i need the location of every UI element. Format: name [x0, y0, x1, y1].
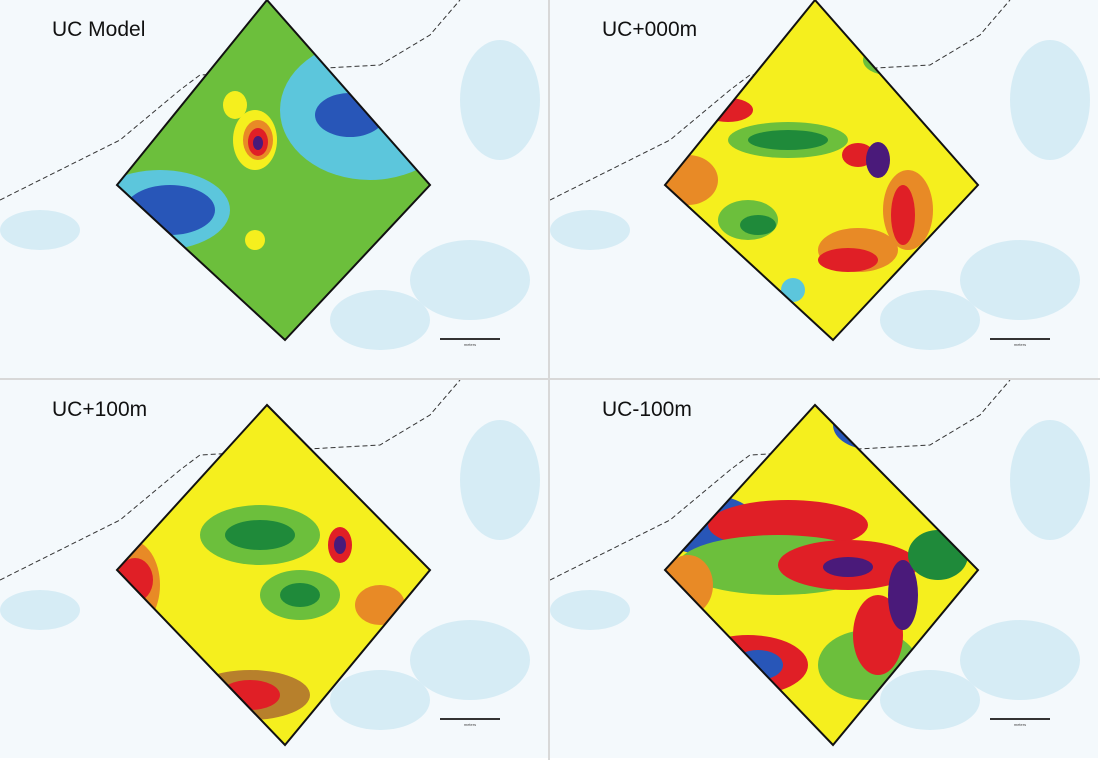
water-body [0, 210, 80, 250]
anomaly-map [0, 0, 540, 350]
water-body [960, 620, 1080, 700]
anomaly-contour [740, 215, 776, 235]
anomaly-contour [866, 142, 890, 178]
anomaly-contour [863, 45, 913, 75]
anomaly-contour [245, 230, 265, 250]
survey-boundary [115, 0, 432, 342]
road-line [550, 0, 1011, 201]
water-body [960, 240, 1080, 320]
anomaly-contour [253, 136, 263, 150]
contour-grid [117, 0, 430, 340]
anomaly-contour [665, 155, 718, 205]
anomaly-contour [891, 185, 915, 245]
anomaly-contour [833, 405, 913, 450]
panel-title: UC+100m [52, 398, 148, 421]
water-body [460, 40, 540, 160]
anomaly-contour [781, 278, 805, 302]
scale-bar: meters [990, 336, 1050, 347]
anomaly-contour [908, 530, 968, 580]
scale-bar: meters [990, 716, 1050, 727]
anomaly-contour [842, 143, 874, 167]
anomaly-contour [748, 130, 828, 150]
anomaly-contour [223, 91, 247, 119]
contour-grid [665, 0, 978, 340]
panel-title: UC+000m [602, 18, 698, 41]
panel-title: UC-100m [602, 398, 692, 421]
map-panel-uc-plus-100m: UC+100m meters [0, 380, 548, 758]
survey-boundary [115, 403, 432, 747]
divider [548, 0, 550, 760]
scale-bar: meters [440, 336, 500, 347]
anomaly-contour [220, 680, 280, 710]
anomaly-contour [853, 595, 903, 675]
panel-title: UC Model [52, 18, 146, 41]
water-body [1010, 420, 1090, 540]
anomaly-map [0, 380, 540, 747]
anomaly-contour [280, 583, 320, 607]
water-body [880, 670, 980, 730]
anomaly-contour [703, 98, 753, 122]
map-panel-uc-minus-100m: UC-100m meters [550, 380, 1098, 758]
water-body [1010, 40, 1090, 160]
road-line [0, 380, 461, 581]
map-panel-uc-000m: UC+000m meters [550, 0, 1098, 378]
anomaly-contour [818, 248, 878, 272]
anomaly-map [550, 0, 1090, 350]
anomaly-contour [315, 93, 385, 137]
water-body [410, 240, 530, 320]
water-body [0, 590, 80, 630]
water-body [330, 670, 430, 730]
divider [0, 378, 1100, 380]
anomaly-contour [888, 560, 918, 630]
water-body [330, 290, 430, 350]
anomaly-contour [823, 557, 873, 577]
anomaly-contour [280, 40, 430, 180]
scale-bar: meters [440, 716, 500, 727]
road-line [550, 380, 1011, 581]
anomaly-contour [334, 536, 346, 554]
water-body [550, 210, 630, 250]
anomaly-contour [355, 585, 405, 625]
anomaly-contour [733, 650, 783, 680]
survey-boundary [663, 0, 980, 342]
water-body [410, 620, 530, 700]
map-panel-uc-model: UC Model meters [0, 0, 548, 378]
water-body [880, 290, 980, 350]
anomaly-contour [688, 635, 808, 695]
anomaly-contour [125, 185, 215, 235]
anomaly-map [550, 380, 1090, 747]
anomaly-contour [225, 520, 295, 550]
road-line [0, 0, 461, 201]
survey-boundary [663, 403, 980, 747]
water-body [550, 590, 630, 630]
water-body [460, 420, 540, 540]
